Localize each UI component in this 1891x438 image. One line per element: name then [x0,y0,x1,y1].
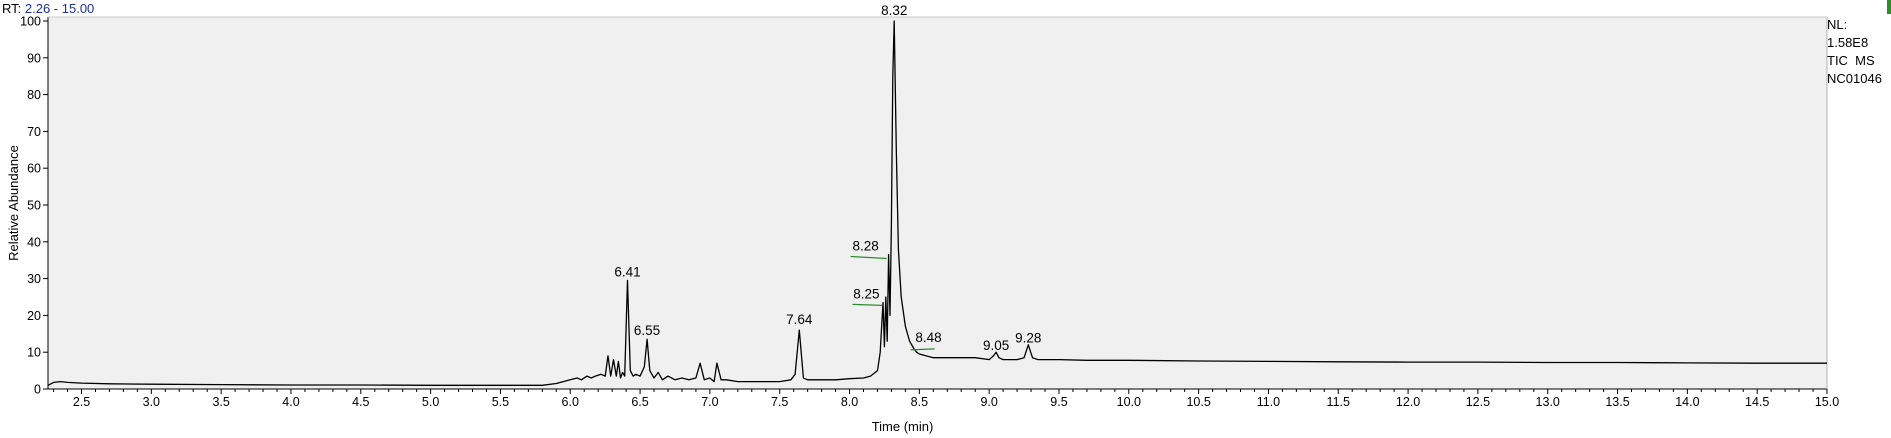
x-tick-label: 9.0 [980,395,997,409]
x-tick-label: 10.0 [1117,395,1141,409]
x-tick-label: 4.0 [282,395,299,409]
peak-label: 7.64 [786,312,813,327]
peak-label: 8.28 [852,239,878,254]
peak-label: 6.55 [634,323,660,338]
y-tick-label: 50 [27,199,41,213]
x-tick-label: 3.0 [143,395,160,409]
y-tick-label: 70 [27,125,41,139]
y-tick-label: 80 [27,88,41,102]
x-tick-label: 12.5 [1466,395,1490,409]
peak-label: 8.25 [853,286,879,301]
peak-label: 8.32 [881,3,907,18]
x-tick-label: 9.5 [1050,395,1067,409]
series-layer [47,20,1827,386]
x-axis-title: Time (min) [872,419,934,434]
peak-label: 9.05 [983,338,1009,353]
peak-label: 8.48 [915,330,941,345]
y-axis-title: Relative Abundance [6,145,21,261]
nl-value: 1.58E8 [1827,35,1869,50]
y-tick-label: 20 [27,309,41,323]
x-tick-label: 7.5 [771,395,788,409]
x-tick-label: 10.5 [1186,395,1210,409]
peak-label: 9.28 [1015,331,1041,346]
plot-area [48,17,1827,389]
peak-marker [910,348,935,351]
y-tick-label: 40 [27,235,41,249]
y-tick-label: 30 [27,272,41,286]
x-tick-label: 13.5 [1605,395,1629,409]
rt-range-header: RT: 2.26 - 15.00 [2,1,94,16]
peak-marker [850,255,887,260]
peak-label: 6.41 [614,264,640,279]
x-tick-label: 6.0 [562,395,579,409]
peak-marker [852,303,883,306]
y-tick-label: 0 [34,383,41,397]
x-tick-label: 5.5 [492,395,509,409]
x-tick-label: 7.0 [701,395,718,409]
axes [47,16,1828,390]
x-tick-label: 15.0 [1815,395,1839,409]
x-tick-label: 11.0 [1257,395,1280,409]
y-tick-label: 60 [27,162,41,176]
sample-name: NC01046 [1827,71,1882,86]
y-tick-label: 90 [27,51,41,65]
x-tick-label: 5.0 [422,395,439,409]
x-tick-label: 11.5 [1327,395,1350,409]
x-tick-label: 14.0 [1675,395,1699,409]
trace-info: NL: 1.58E8 TIC MS NC01046 [1827,16,1882,88]
peak-label-layer: 6.41 6.55 7.64 8.25 8.28 8.32 8.48 9.05 9.28 [614,3,1041,353]
x-tick-label: 13.0 [1536,395,1560,409]
x-tick-label: 8.0 [841,395,858,409]
corner-marker [1887,0,1891,14]
rt-label: RT: [2,1,22,16]
x-tick-label: 14.5 [1745,395,1769,409]
x-tick-label: 3.5 [212,395,229,409]
x-tick-label: 8.5 [911,395,928,409]
x-tick-label: 12.0 [1396,395,1420,409]
x-tick-label: 4.5 [352,395,369,409]
rt-range-value: 2.26 - 15.00 [24,1,95,16]
x-tick-label: 2.5 [73,395,90,409]
y-tick-label: 100 [20,15,41,29]
scan-type: TIC MS [1827,53,1875,68]
tic-trace [47,20,1827,386]
y-tick-label: 10 [27,346,41,360]
tick-marks: 0 10 20 30 40 50 60 70 80 90 100 2.5 3.0 3.5 4.0 4.5 5.0… [20,15,1839,410]
x-tick-label: 6.5 [631,395,648,409]
nl-label: NL: [1827,17,1848,32]
